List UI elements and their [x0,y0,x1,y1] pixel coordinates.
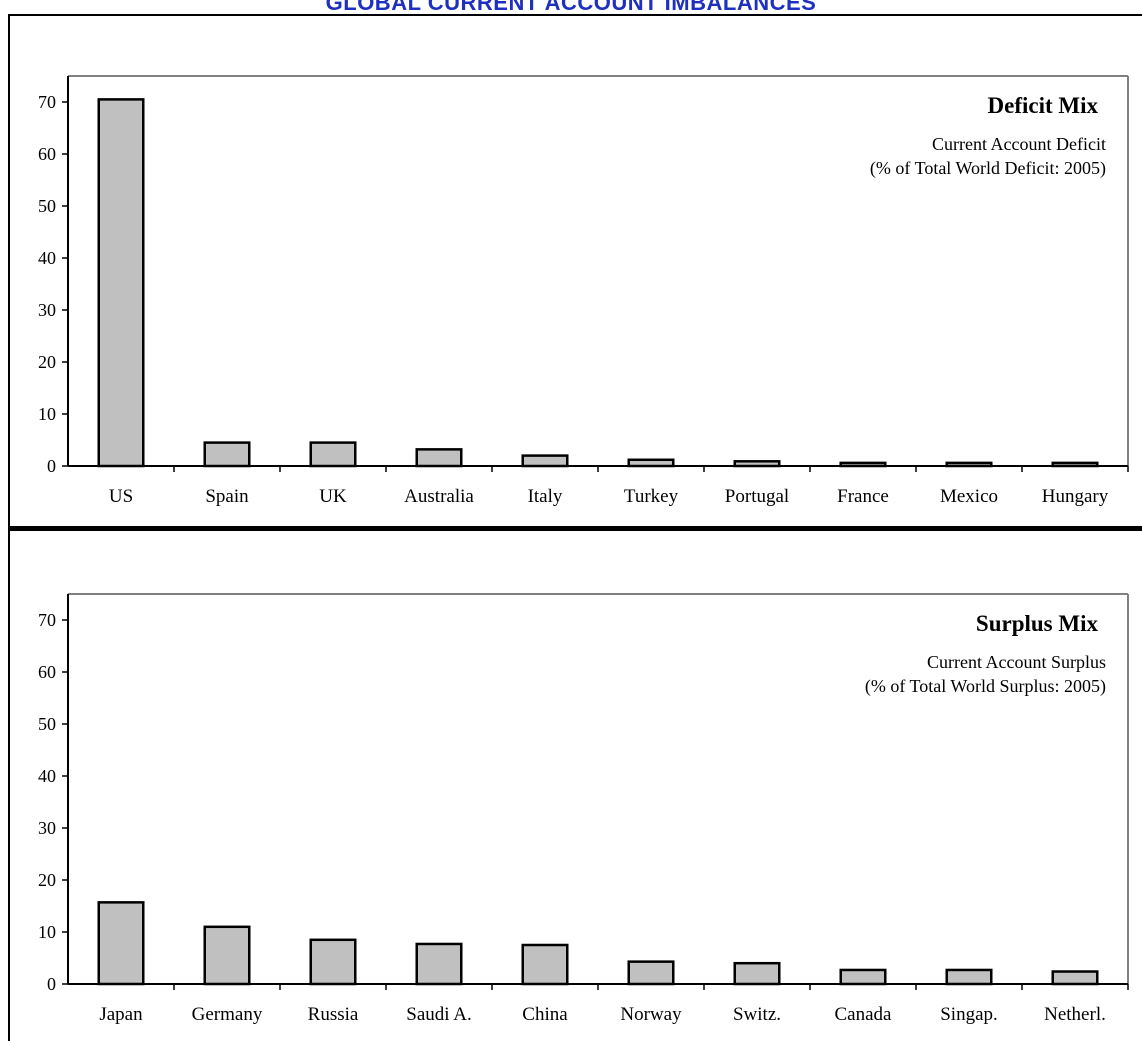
x-tick-label: Canada [835,1004,893,1025]
bar-singap [945,968,993,986]
y-tick-label: 0 [47,974,56,994]
bar-france [839,461,887,468]
bar-us [97,98,145,468]
x-tick-label: Singap. [940,1004,998,1025]
bar-netherl [1051,970,1099,986]
x-tick-label: Germany [192,1004,263,1025]
bar-switz [733,961,781,986]
bar-spain [203,441,251,468]
chart-title: Surplus Mix [976,611,1099,636]
chart-subtitle-line2: (% of Total World Surplus: 2005) [865,676,1106,697]
frame-top-border [8,14,1142,16]
bar-saudi-a [415,942,463,986]
chart-subtitle-line1: Current Account Surplus [927,652,1106,672]
x-tick-label: Portugal [725,486,789,507]
y-tick-label: 60 [38,144,56,164]
y-tick-label: 20 [38,870,56,890]
chart-title: Deficit Mix [988,93,1099,118]
x-tick-label: Italy [528,486,563,507]
x-tick-label: France [837,486,889,507]
x-tick-label: Spain [205,486,249,507]
bar-turkey [627,458,675,468]
bar-portugal [733,460,781,468]
bar-canada [839,968,887,986]
bar-hungary [1051,461,1099,468]
chart-subtitle-line2: (% of Total World Deficit: 2005) [870,158,1106,179]
bar-australia [415,448,463,468]
x-tick-label: Australia [404,486,474,507]
y-tick-label: 50 [38,196,56,216]
y-tick-label: 70 [38,92,56,112]
bar-japan [97,901,145,986]
bar-uk [309,441,357,468]
x-tick-label: China [522,1004,568,1025]
x-tick-label: US [109,486,133,507]
y-tick-label: 50 [38,714,56,734]
x-tick-label: Netherl. [1044,1004,1106,1025]
x-tick-label: UK [319,486,347,507]
bar-germany [203,925,251,986]
x-tick-label: Turkey [624,486,679,507]
y-tick-label: 40 [38,248,56,268]
y-tick-label: 10 [38,922,56,942]
x-tick-label: Russia [308,1004,359,1025]
x-tick-label: Japan [99,1004,143,1025]
y-tick-label: 30 [38,818,56,838]
bar-italy [521,454,569,468]
y-tick-label: 20 [38,352,56,372]
x-tick-label: Hungary [1042,486,1109,507]
figure-title: GLOBAL CURRENT ACCOUNT IMBALANCES [325,0,817,15]
y-tick-label: 40 [38,766,56,786]
bar-norway [627,960,675,986]
x-tick-label: Saudi A. [406,1004,471,1025]
bar-mexico [945,461,993,468]
chart-subtitle-line1: Current Account Deficit [932,134,1106,154]
y-tick-label: 60 [38,662,56,682]
y-tick-label: 0 [47,456,56,476]
y-tick-label: 30 [38,300,56,320]
x-tick-label: Mexico [940,486,998,507]
y-tick-label: 70 [38,610,56,630]
panel-divider [8,526,1142,531]
bar-russia [309,938,357,986]
bar-china [521,943,569,986]
deficit-mix-chart: 0 10 20 30 40 50 60 70 US Spain UK Australia Italy Tu… [38,75,1129,507]
x-tick-label: Norway [620,1004,682,1025]
x-tick-label: Switz. [733,1004,781,1025]
surplus-mix-chart: 0 10 20 30 40 50 60 70 Japan Germany Russia Saudi A… [38,593,1129,1025]
y-tick-label: 10 [38,404,56,424]
